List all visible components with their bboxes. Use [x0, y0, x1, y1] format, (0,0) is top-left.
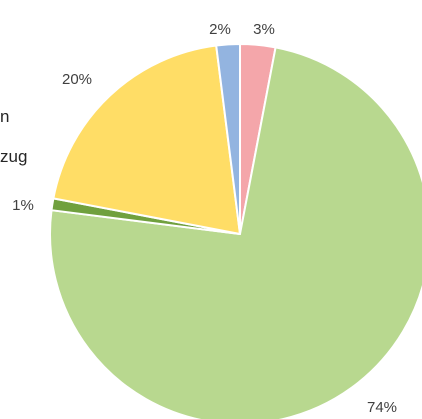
pie-label-1: 3% [253, 21, 275, 38]
pie-slice-5 [215, 43, 241, 235]
pie-label-2: 74% [367, 399, 397, 416]
pie-slice-2 [49, 46, 422, 419]
pie-label-5: 2% [209, 21, 231, 38]
pie-slice-4 [52, 44, 241, 235]
pie-label-4: 20% [62, 71, 92, 88]
pie-label-3: 1% [12, 197, 34, 214]
pie-slices [49, 43, 422, 419]
legend-text-fragment-2: zug [0, 147, 28, 166]
legend-text-fragment-1: n [0, 107, 10, 126]
pie-labels: 3% 74% 1% 20% 2% [12, 21, 397, 416]
